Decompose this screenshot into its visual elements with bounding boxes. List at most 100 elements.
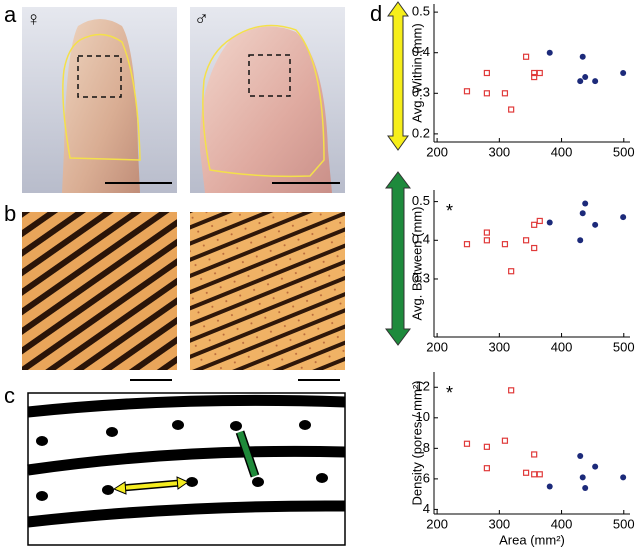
panel-label: c (4, 383, 15, 408)
point (536, 217, 543, 225)
x-tick-label: 300 (488, 339, 510, 354)
finger (199, 26, 332, 193)
point (582, 485, 589, 492)
pore (172, 420, 184, 430)
y-tick-label: 0.4 (412, 232, 430, 247)
roi-box (77, 55, 122, 98)
pore (230, 421, 242, 431)
point (531, 451, 538, 458)
fingerprint-image (190, 212, 345, 370)
arrow-heads (112, 476, 190, 495)
point (463, 241, 471, 248)
annotation: * (446, 201, 453, 221)
point (483, 443, 490, 450)
x-tick-label: 500 (613, 339, 635, 354)
y-tick-label: 8 (423, 440, 430, 455)
point (620, 214, 627, 221)
pore (252, 477, 264, 487)
panel-label: d (370, 1, 382, 26)
point (546, 483, 553, 490)
roi-box (248, 54, 291, 97)
pore (36, 436, 48, 446)
y-tick-label: 0.2 (412, 125, 430, 140)
y-tick-label: 0.3 (412, 85, 430, 100)
x-tick-label: 400 (551, 339, 573, 354)
ridge-diagram (27, 392, 346, 546)
point (577, 78, 584, 85)
pore (36, 491, 48, 501)
ridge (27, 500, 346, 528)
finger-outline (202, 24, 325, 178)
y-tick-label: 4 (423, 501, 430, 516)
point (577, 237, 584, 244)
point (463, 440, 471, 447)
point (546, 219, 553, 226)
y-tick-label: 6 (423, 470, 430, 485)
y-tick-label: 12 (416, 379, 430, 394)
pore (299, 420, 311, 430)
point (483, 69, 490, 77)
point (536, 471, 543, 478)
sex-symbol: ♀ (26, 8, 41, 30)
point (577, 452, 584, 459)
point (501, 241, 509, 248)
pore (106, 427, 118, 437)
x-tick-label: 400 (551, 516, 573, 531)
pore (102, 485, 114, 495)
point (522, 469, 530, 476)
point (483, 229, 490, 236)
point (501, 437, 509, 444)
ridge (27, 445, 346, 476)
point (536, 69, 543, 77)
y-axis-label: Density (pores / mm²) (409, 381, 424, 506)
point (579, 210, 586, 217)
point (463, 88, 471, 95)
point (531, 244, 538, 252)
ridge (27, 394, 346, 418)
panel-label: a (4, 2, 17, 27)
y-tick-label: 0.5 (412, 4, 430, 19)
point (501, 90, 509, 97)
point (582, 74, 589, 81)
point (508, 387, 515, 394)
y-tick-label: 0.4 (412, 44, 430, 59)
x-tick-label: 500 (613, 144, 635, 159)
y-axis-label: Avg. Between (mm) (409, 207, 424, 321)
x-tick-label: 500 (613, 516, 635, 531)
point (531, 471, 538, 478)
y-tick-label: 0.5 (412, 193, 430, 208)
x-tick-label: 300 (488, 516, 510, 531)
point (508, 268, 515, 275)
x-tick-label: 200 (426, 516, 448, 531)
x-axis-label: Area (mm²) (499, 532, 565, 547)
point (579, 53, 586, 60)
panel-label: b (4, 201, 16, 226)
point (483, 465, 490, 472)
point (522, 53, 530, 60)
x-tick-label: 200 (426, 144, 448, 159)
within-arrow (121, 481, 181, 490)
point (620, 474, 627, 481)
point (531, 73, 538, 81)
pore (316, 473, 328, 483)
annotation: * (446, 383, 453, 403)
pore (186, 477, 198, 487)
y-tick-label: 10 (416, 409, 430, 424)
within-indicator (387, 1, 409, 151)
y-axis-label: Avg. Within (mm) (409, 23, 424, 122)
point (522, 237, 530, 244)
point (508, 106, 515, 113)
point (546, 49, 553, 56)
finger-outline (62, 33, 141, 161)
point (582, 200, 589, 207)
x-tick-label: 400 (551, 144, 573, 159)
point (579, 474, 586, 481)
point (483, 237, 490, 244)
between-arrow (237, 431, 258, 477)
sex-symbol: ♂ (194, 8, 209, 30)
x-tick-label: 200 (426, 339, 448, 354)
point (620, 70, 627, 76)
point (483, 90, 490, 97)
x-tick-label: 300 (488, 144, 510, 159)
